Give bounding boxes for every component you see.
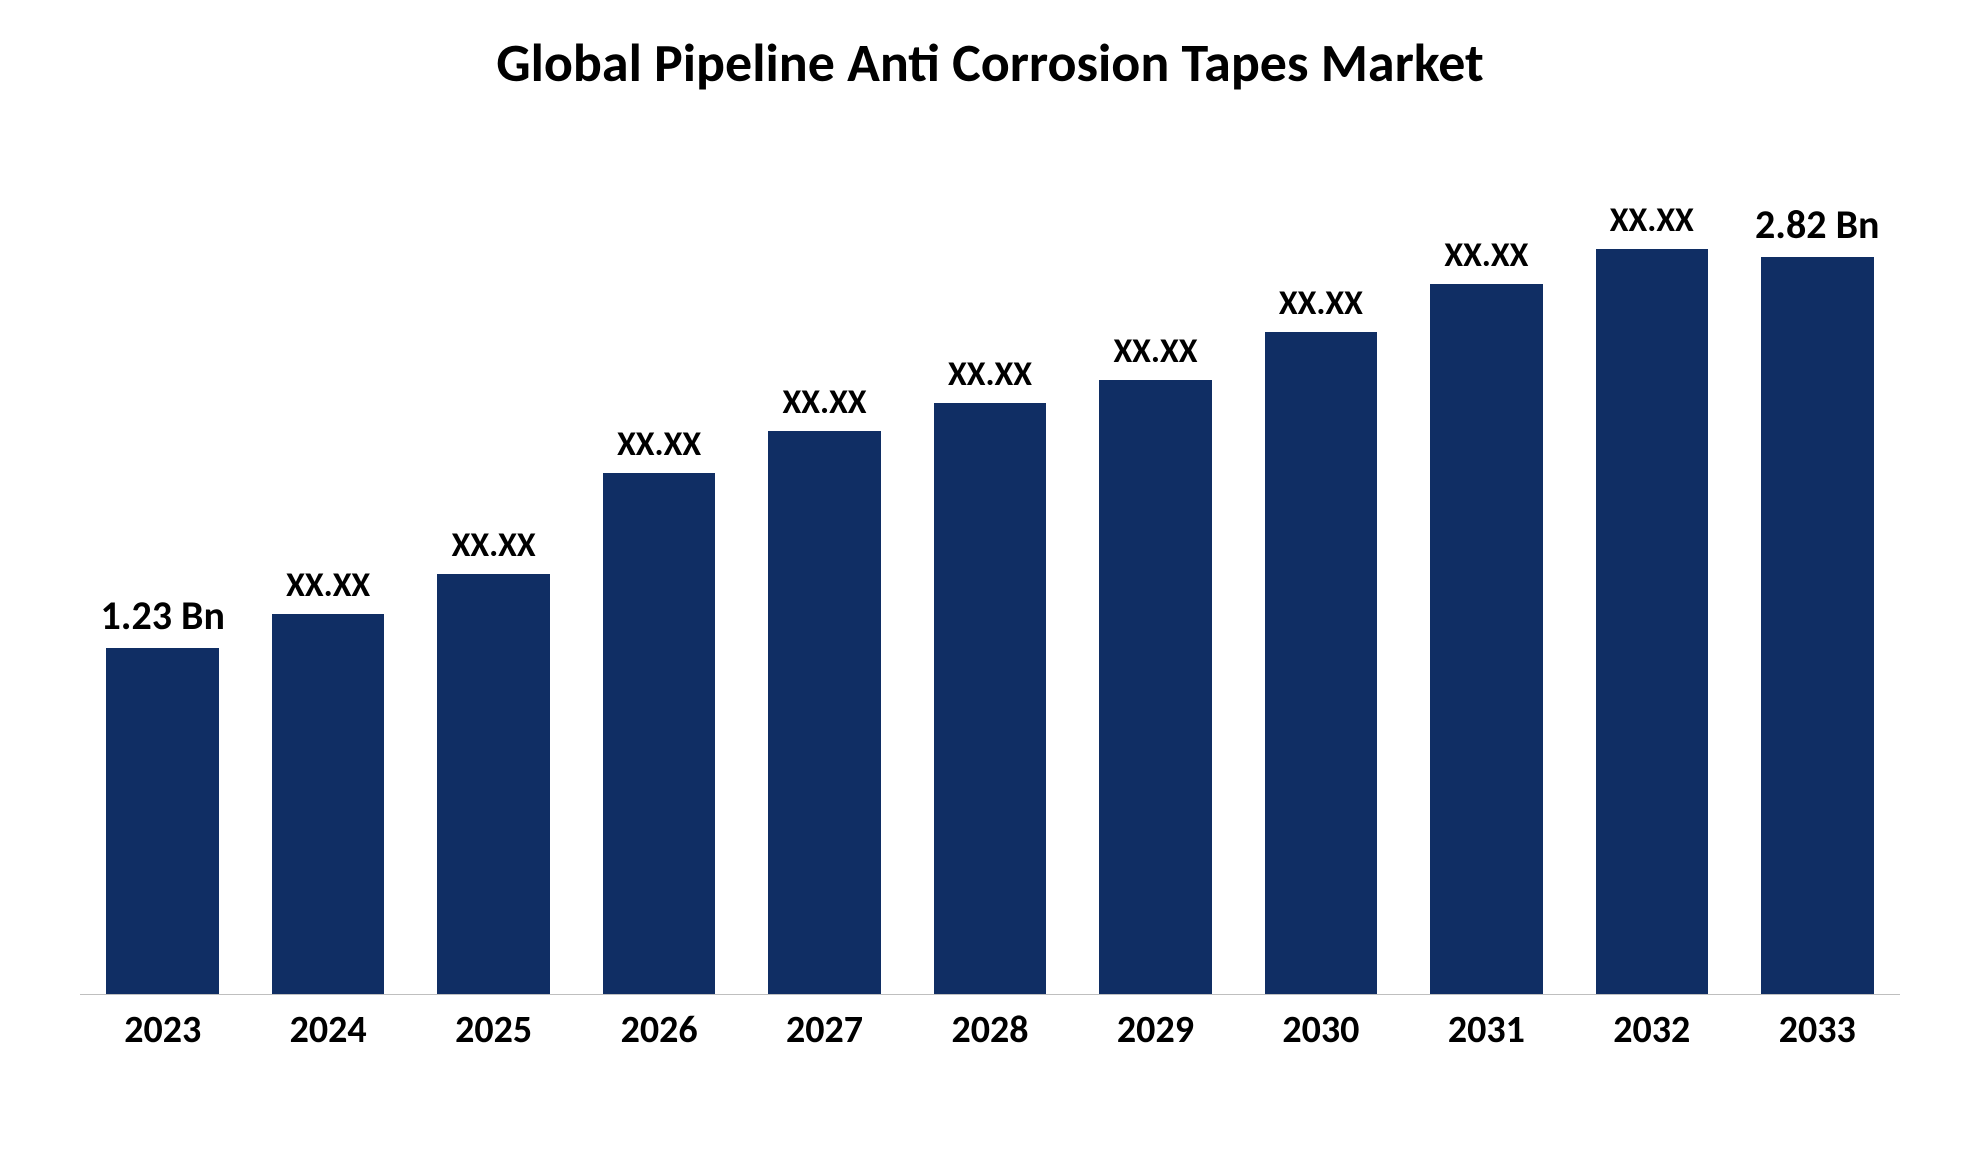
x-axis-tick: 2033 xyxy=(1735,1007,1900,1053)
bar-slot: XX.XX xyxy=(907,200,1072,994)
x-axis-tick: 2031 xyxy=(1404,1007,1569,1053)
x-axis-tick: 2029 xyxy=(1073,1007,1238,1053)
bar-slot: XX.XX xyxy=(1404,200,1569,994)
bar-value-label: XX.XX xyxy=(452,525,536,566)
x-axis: 2023202420252026202720282029203020312032… xyxy=(80,995,1900,1050)
bar xyxy=(1265,332,1378,994)
bar-value-label: XX.XX xyxy=(948,354,1032,395)
bar-slot: XX.XX xyxy=(1569,200,1734,994)
bar-value-label: XX.XX xyxy=(1113,331,1197,372)
bar xyxy=(272,614,385,994)
x-axis-tick: 2028 xyxy=(907,1007,1072,1053)
bar xyxy=(768,431,881,994)
x-axis-tick: 2027 xyxy=(742,1007,907,1053)
bar xyxy=(603,473,716,994)
bar-slot: XX.XX xyxy=(1073,200,1238,994)
bar-slot: XX.XX xyxy=(245,200,410,994)
x-axis-tick: 2030 xyxy=(1238,1007,1403,1053)
x-axis-tick: 2024 xyxy=(245,1007,410,1053)
bar xyxy=(1430,284,1543,994)
chart-area: 1.23 Bn XX.XX XX.XX XX.XX XX.XX XX.XX XX.XX XX.… xyxy=(80,200,1900,1050)
bar-slot: XX.XX xyxy=(411,200,576,994)
bars-container: 1.23 Bn XX.XX XX.XX XX.XX XX.XX XX.XX XX.XX XX.… xyxy=(80,200,1900,994)
x-axis-tick: 2025 xyxy=(411,1007,576,1053)
bar xyxy=(1099,380,1212,994)
chart-title: Global Pipeline Anti Corrosion Tapes Mar… xyxy=(0,30,1980,96)
bar-value-label: 2.82 Bn xyxy=(1755,200,1879,249)
x-axis-tick: 2026 xyxy=(576,1007,741,1053)
bar xyxy=(1761,257,1874,994)
bar-value-label: XX.XX xyxy=(1444,235,1528,276)
bar-value-label: XX.XX xyxy=(1279,283,1363,324)
x-axis-tick: 2032 xyxy=(1569,1007,1734,1053)
bar-slot: XX.XX xyxy=(1238,200,1403,994)
bar-slot: XX.XX xyxy=(576,200,741,994)
bar xyxy=(106,648,219,994)
bar-slot: 1.23 Bn xyxy=(80,200,245,994)
x-axis-tick: 2023 xyxy=(80,1007,245,1053)
plot-area: 1.23 Bn XX.XX XX.XX XX.XX XX.XX XX.XX XX.XX XX.… xyxy=(80,200,1900,995)
bar-value-label: XX.XX xyxy=(286,565,370,606)
bar xyxy=(1596,249,1709,994)
bar-value-label: XX.XX xyxy=(1610,200,1694,241)
bar-slot: XX.XX xyxy=(742,200,907,994)
bar-value-label: 1.23 Bn xyxy=(101,591,225,640)
bar-slot: 2.82 Bn xyxy=(1735,200,1900,994)
bar-value-label: XX.XX xyxy=(617,424,701,465)
bar xyxy=(934,403,1047,994)
bar xyxy=(437,574,550,994)
bar-value-label: XX.XX xyxy=(783,382,867,423)
